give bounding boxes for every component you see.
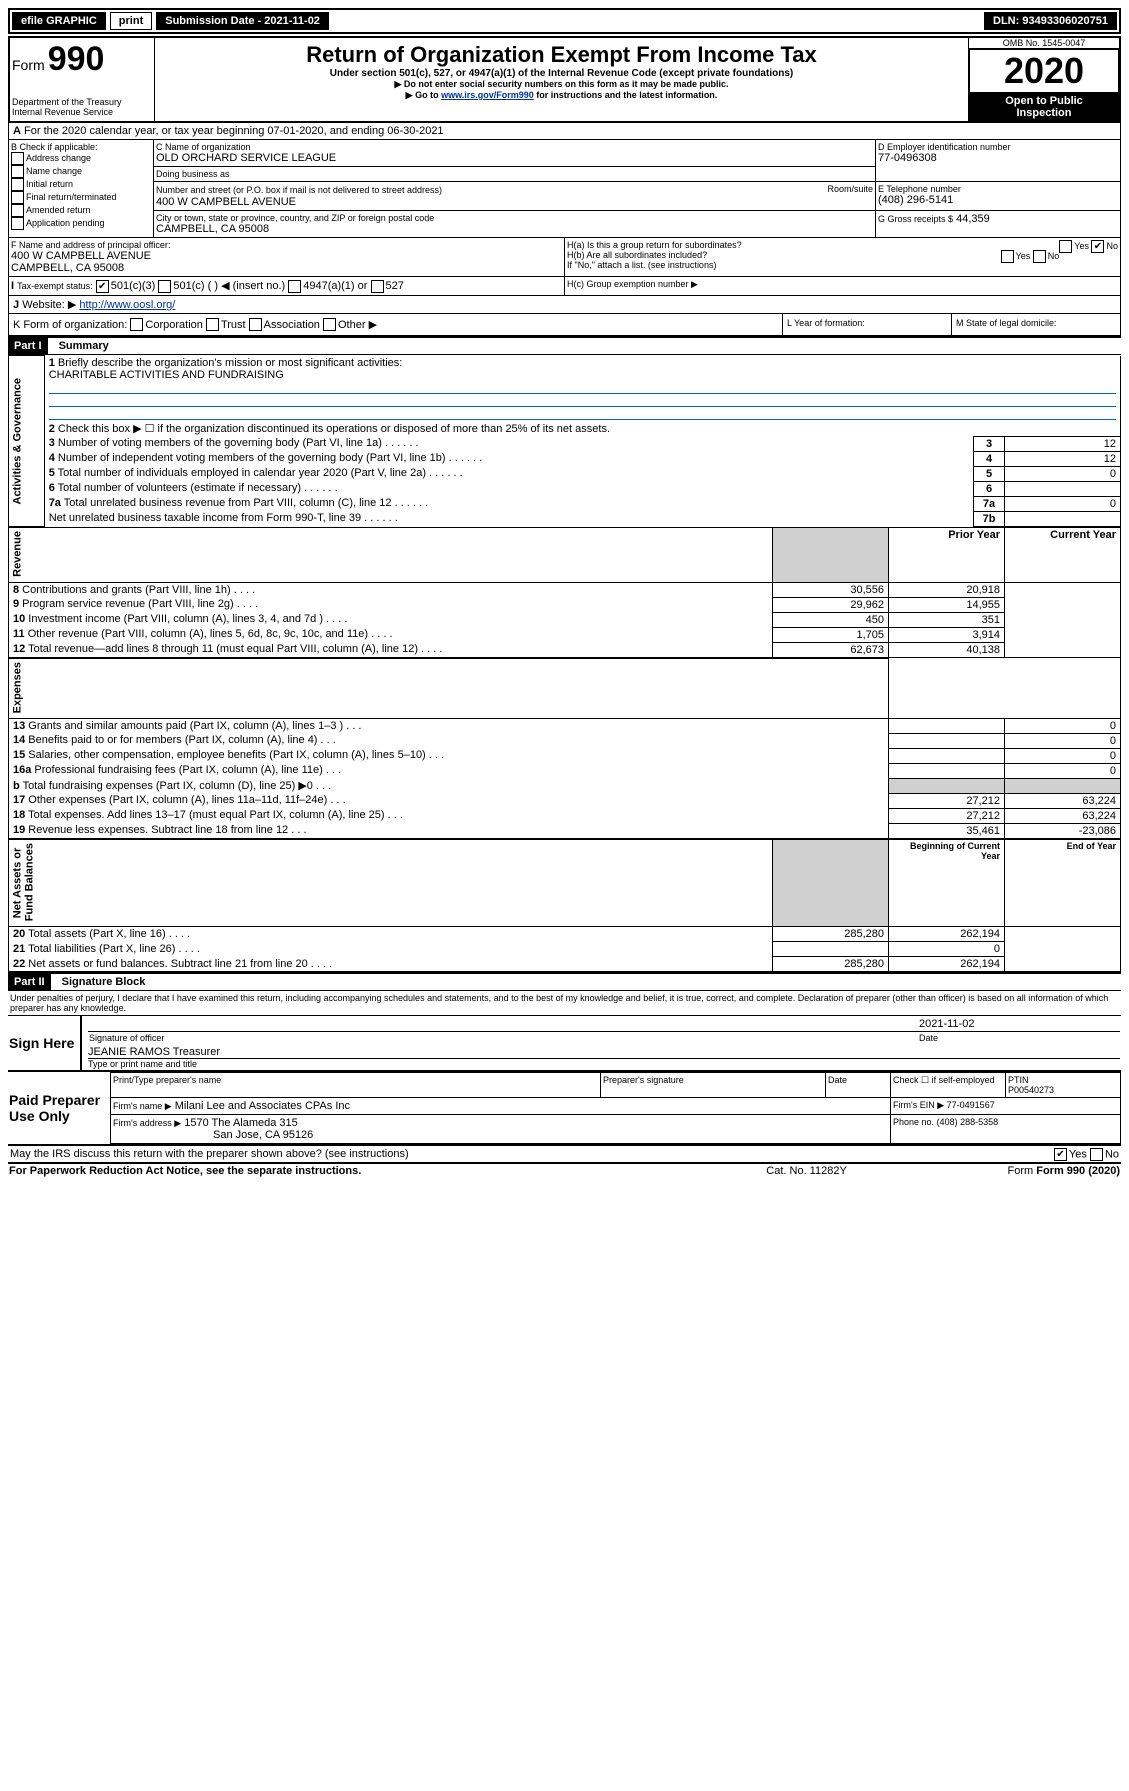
irs-link[interactable]: www.irs.gov/Form990	[441, 90, 534, 100]
part1-header: Part I Summary	[8, 336, 1121, 355]
omb-number: OMB No. 1545-0047	[969, 38, 1119, 49]
dln: DLN: 93493306020751	[984, 12, 1117, 30]
vlabel-rev: Revenue	[9, 527, 773, 582]
vlabel-ag: Activities & Governance	[9, 356, 45, 527]
dba-label: Doing business as	[156, 169, 873, 179]
phone: (408) 296-5141	[878, 194, 1118, 206]
box-g-label: G Gross receipts $	[878, 214, 953, 224]
org-website[interactable]: http://www.oosl.org/	[79, 299, 175, 311]
form-header: Form 990 Department of the Treasury Inte…	[8, 36, 1121, 123]
paid-preparer: Paid Preparer Use Only	[8, 1073, 111, 1144]
efile-tag: efile GRAPHIC	[12, 12, 106, 30]
signature-block: Sign Here 2021-11-02 Signature of office…	[8, 1016, 1121, 1070]
firm-ein: 77-0491567	[947, 1100, 995, 1110]
discuss-row: May the IRS discuss this return with the…	[8, 1146, 1121, 1162]
footer: For Paperwork Reduction Act Notice, see …	[8, 1164, 1121, 1178]
open-public: Open to Public Inspection	[969, 93, 1119, 121]
paid-preparer-block: Paid Preparer Use Only Print/Type prepar…	[8, 1072, 1121, 1144]
h-b: H(b) Are all subordinates included? Yes …	[567, 250, 1118, 260]
street: 400 W CAMPBELL AVENUE	[156, 196, 873, 208]
box-d-label: D Employer identification number	[878, 142, 1118, 152]
ein: 77-0496308	[878, 152, 1118, 164]
subtitle-2: ▶ Do not enter social security numbers o…	[159, 79, 964, 90]
tax-year: 2020	[969, 49, 1119, 93]
part2-header: Part II Signature Block	[8, 972, 1121, 991]
box-e-label: E Telephone number	[878, 184, 1118, 194]
box-b-label: B Check if applicable:	[11, 142, 151, 152]
org-name: OLD ORCHARD SERVICE LEAGUE	[156, 152, 873, 164]
print-button[interactable]: print	[110, 12, 152, 30]
period-line: A For the 2020 calendar year, or tax yea…	[8, 123, 1121, 140]
vlabel-exp: Expenses	[9, 658, 889, 718]
entity-block: B Check if applicable: Address change Na…	[8, 140, 1121, 238]
street-label: Number and street (or P.O. box if mail i…	[156, 185, 442, 195]
subtitle-1: Under section 501(c), 527, or 4947(a)(1)…	[159, 68, 964, 79]
vlabel-na: Net Assets or Fund Balances	[9, 839, 773, 926]
klm-row: K Form of organization: Corporation Trus…	[8, 314, 1121, 337]
subtitle-3: ▶ Go to www.irs.gov/Form990 for instruct…	[159, 90, 964, 101]
expenses-table: Expenses 13 Grants and similar amounts p…	[8, 658, 1121, 839]
h-a: H(a) Is this a group return for subordin…	[567, 240, 1118, 250]
city: CAMPBELL, CA 95008	[156, 223, 873, 235]
dept-treasury: Department of the Treasury Internal Reve…	[12, 97, 152, 117]
sign-here: Sign Here	[8, 1016, 81, 1070]
preparer-phone: (408) 288-5358	[937, 1117, 999, 1127]
mission: CHARITABLE ACTIVITIES AND FUNDRAISING	[49, 369, 284, 381]
firm-name: Milani Lee and Associates CPAs Inc	[175, 1100, 350, 1112]
website-row: J Website: ▶ http://www.oosl.org/	[8, 296, 1121, 314]
netassets-table: Net Assets or Fund Balances Beginning of…	[8, 839, 1121, 972]
ptin: P00540273	[1008, 1085, 1118, 1095]
perjury-declaration: Under penalties of perjury, I declare th…	[8, 991, 1121, 1015]
part1-table: Activities & Governance 1 Briefly descri…	[8, 355, 1121, 527]
officer-name: JEANIE RAMOS Treasurer	[88, 1046, 1120, 1059]
box-c-label: C Name of organization	[156, 142, 873, 152]
h-c: H(c) Group exemption number ▶	[567, 279, 698, 289]
room-label: Room/suite	[827, 184, 873, 194]
form-number: 990	[48, 40, 105, 78]
city-label: City or town, state or province, country…	[156, 213, 873, 223]
box-f-label: F Name and address of principal officer:	[11, 240, 562, 250]
form-word: Form	[12, 57, 45, 73]
submission-date: Submission Date - 2021-11-02	[156, 12, 329, 30]
gross-receipts: 44,359	[956, 213, 990, 225]
top-bar: efile GRAPHIC print Submission Date - 20…	[8, 8, 1121, 34]
form-title: Return of Organization Exempt From Incom…	[159, 42, 964, 68]
revenue-table: Revenue Prior Year Current Year 8 Contri…	[8, 527, 1121, 658]
officer-block: F Name and address of principal officer:…	[8, 238, 1121, 296]
